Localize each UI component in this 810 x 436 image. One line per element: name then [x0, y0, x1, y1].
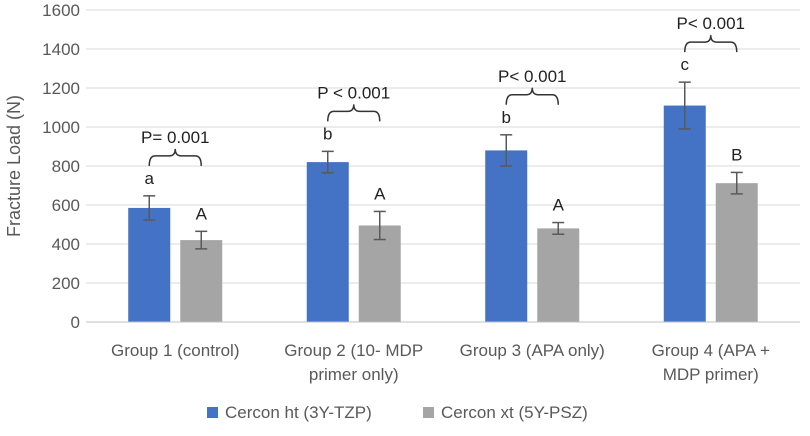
data-labels: a Ab Ab Ac B: [145, 55, 743, 223]
x-category-label: Group 2 (10- MDP: [284, 341, 423, 360]
significance-label: b: [323, 124, 332, 143]
y-tick-label: 1400: [42, 40, 80, 59]
x-category-label: MDP primer): [663, 365, 759, 384]
significance-label: c: [681, 55, 690, 74]
y-axis-label: Fracture Load (N): [4, 95, 24, 237]
bar: [485, 150, 528, 322]
bar: [663, 105, 706, 322]
p-value-bracket: [684, 35, 738, 53]
legend-entry: Cercon xt (5Y-PSZ): [441, 403, 588, 422]
legend-swatch: [207, 407, 218, 418]
significance-label: A: [553, 196, 565, 215]
p-value-bracket: [505, 87, 559, 105]
significance-label: A: [374, 184, 386, 203]
bar: [128, 207, 171, 322]
y-tick-label: 800: [52, 157, 80, 176]
p-value-label: P < 0.001: [317, 83, 390, 102]
legend: Cercon ht (3Y-TZP) Cercon xt (5Y-PSZ): [207, 403, 588, 422]
y-tick-label: 1000: [42, 118, 80, 137]
legend-swatch: [423, 407, 434, 418]
p-value-bracket: [327, 104, 381, 122]
x-category-label: Group 1 (control): [111, 341, 240, 360]
bar: [358, 225, 401, 322]
p-value-brackets: P= 0.001 P < 0.001 P< 0.001 P< 0.001: [141, 14, 745, 166]
y-tick-label: 1600: [42, 1, 80, 20]
y-tick-label: 600: [52, 196, 80, 215]
p-value-label: P< 0.001: [498, 67, 567, 86]
x-category-label: primer only): [309, 365, 399, 384]
significance-label: a: [145, 169, 155, 188]
p-value-label: P= 0.001: [141, 128, 210, 147]
bar: [537, 228, 580, 322]
y-tick-label: 400: [52, 235, 80, 254]
bar: [715, 183, 758, 322]
error-bars: [143, 81, 743, 250]
y-tick-label: 1200: [42, 79, 80, 98]
legend-entry: Cercon ht (3Y-TZP): [225, 403, 372, 422]
bar: [306, 162, 349, 322]
bars: [128, 105, 758, 322]
significance-label: b: [502, 108, 511, 127]
y-tick-label: 200: [52, 274, 80, 293]
p-value-label: P< 0.001: [676, 14, 745, 33]
y-tick-label: 0: [71, 313, 80, 332]
x-category-label: Group 4 (APA +: [652, 341, 770, 360]
significance-label: A: [196, 204, 208, 223]
x-category-label: Group 3 (APA only): [460, 341, 605, 360]
bar: [180, 240, 223, 322]
significance-label: B: [731, 145, 742, 164]
axes: 0 200 400 600 800 1000 1200 1400 1600 Group 1 (co…: [42, 1, 800, 384]
p-value-bracket: [148, 148, 202, 166]
